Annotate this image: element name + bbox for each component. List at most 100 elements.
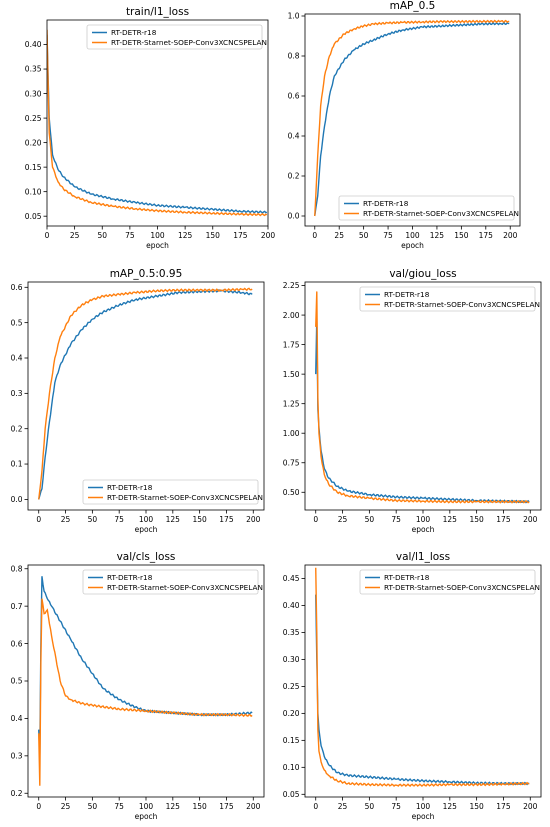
y-tick-label: 0.4 bbox=[11, 354, 23, 363]
y-tick-label: 0.35 bbox=[25, 65, 42, 74]
plot-frame bbox=[304, 564, 542, 798]
y-tick-label: 0.35 bbox=[283, 628, 300, 637]
y-tick-label: 2.25 bbox=[283, 281, 300, 290]
x-tick-label: 0 bbox=[45, 231, 50, 240]
legend-box bbox=[86, 24, 263, 50]
x-tick-label: 100 bbox=[139, 515, 154, 524]
x-axis-label: epoch bbox=[412, 525, 435, 534]
x-tick-label: 125 bbox=[443, 515, 458, 524]
plot-frame bbox=[46, 19, 269, 227]
chart-title: mAP_0.5:0.95 bbox=[110, 268, 183, 280]
x-tick-label: 50 bbox=[88, 515, 98, 524]
series-line-rt-detr-starnet bbox=[315, 567, 530, 787]
legend-label: RT-DETR-Starnet-SOEP-Conv3XCNCSPELAN bbox=[107, 583, 263, 592]
chart-panel-5: val/cls_loss 0 25 50 75 100 125 150 175 200 0.2 0.3… bbox=[11, 551, 265, 821]
legend-box bbox=[82, 479, 259, 505]
legend-label: RT-DETR-r18 bbox=[384, 290, 430, 299]
legend-box bbox=[359, 569, 536, 595]
series-line-rt-detr-r18 bbox=[38, 576, 253, 756]
chart-panel-3: mAP_0.5:0.95 0 25 50 75 100 125 150 175 200 0.0 0.1… bbox=[11, 268, 265, 534]
y-tick-label: 0.3 bbox=[11, 389, 23, 398]
x-tick-label: 100 bbox=[416, 802, 431, 811]
x-tick-label: 25 bbox=[70, 231, 80, 240]
x-tick-label: 125 bbox=[166, 802, 181, 811]
y-tick-label: 0.40 bbox=[25, 40, 42, 49]
x-axis-label: epoch bbox=[135, 812, 158, 821]
x-tick-label: 175 bbox=[219, 802, 234, 811]
x-tick-label: 100 bbox=[416, 515, 431, 524]
x-tick-label: 175 bbox=[496, 515, 511, 524]
chart-panel-4: val/giou_loss 0 25 50 75 100 125 150 175 200 0.50 0… bbox=[283, 268, 542, 534]
chart-panel-2: mAP_0.5 0 25 50 75 100 125 150 175 200 0.0 0.2 0.4 0.… bbox=[288, 0, 521, 250]
x-tick-label: 200 bbox=[503, 231, 518, 240]
y-tick-label: 0.0 bbox=[11, 495, 23, 504]
y-tick-label: 0.20 bbox=[283, 709, 300, 718]
legend: RT-DETR-r18RT-DETR-Starnet-SOEP-Conv3XCN… bbox=[338, 195, 519, 221]
x-tick-label: 175 bbox=[219, 515, 234, 524]
x-tick-label: 0 bbox=[36, 802, 41, 811]
y-tick-label: 0.25 bbox=[25, 114, 42, 123]
legend: RT-DETR-r18RT-DETR-Starnet-SOEP-Conv3XCN… bbox=[82, 479, 263, 505]
y-tick-label: 0.75 bbox=[283, 458, 300, 467]
x-tick-label: 25 bbox=[61, 802, 71, 811]
y-tick-label: 0.3 bbox=[11, 752, 23, 761]
x-tick-label: 125 bbox=[430, 231, 445, 240]
chart-title: val/giou_loss bbox=[389, 268, 456, 280]
y-tick-label: 0.7 bbox=[11, 602, 23, 611]
legend-label: RT-DETR-Starnet-SOEP-Conv3XCNCSPELAN bbox=[363, 209, 519, 218]
y-tick-label: 0.20 bbox=[25, 138, 42, 147]
legend-label: RT-DETR-Starnet-SOEP-Conv3XCNCSPELAN bbox=[384, 300, 540, 309]
legend-label: RT-DETR-r18 bbox=[363, 199, 409, 208]
y-tick-label: 0.10 bbox=[283, 763, 300, 772]
x-tick-label: 50 bbox=[365, 515, 375, 524]
y-tick-label: 1.0 bbox=[288, 12, 300, 21]
y-tick-label: 1.00 bbox=[283, 429, 300, 438]
x-tick-label: 75 bbox=[125, 231, 135, 240]
series-line-rt-detr-starnet bbox=[314, 19, 510, 217]
legend: RT-DETR-r18RT-DETR-Starnet-SOEP-Conv3XCN… bbox=[359, 286, 540, 312]
chart-panel-1: train/l1_loss 0 25 50 75 100 125 150 175 200 0.05 0… bbox=[25, 6, 276, 250]
plot-frame bbox=[27, 281, 265, 511]
x-tick-label: 50 bbox=[365, 802, 375, 811]
y-tick-label: 0.05 bbox=[283, 790, 300, 799]
series-line-rt-detr-starnet bbox=[38, 287, 253, 500]
x-tick-label: 200 bbox=[523, 515, 538, 524]
legend-label: RT-DETR-Starnet-SOEP-Conv3XCNCSPELAN bbox=[384, 583, 540, 592]
y-tick-label: 0.45 bbox=[283, 574, 300, 583]
y-tick-label: 0.4 bbox=[288, 132, 300, 141]
y-tick-label: 0.5 bbox=[11, 677, 23, 686]
x-tick-label: 0 bbox=[312, 231, 317, 240]
series-line-rt-detr-r18 bbox=[314, 21, 510, 217]
y-tick-label: 0.6 bbox=[11, 283, 23, 292]
y-tick-label: 0.15 bbox=[25, 163, 42, 172]
y-tick-label: 0.40 bbox=[283, 601, 300, 610]
x-axis-label: epoch bbox=[401, 241, 424, 250]
series-line-rt-detr-r18 bbox=[315, 594, 530, 786]
x-tick-label: 200 bbox=[246, 802, 261, 811]
x-tick-label: 200 bbox=[261, 231, 276, 240]
series-line-rt-detr-starnet bbox=[47, 29, 268, 217]
x-tick-label: 75 bbox=[114, 515, 124, 524]
y-tick-label: 1.25 bbox=[283, 399, 300, 408]
series-line-rt-detr-r18 bbox=[47, 34, 268, 214]
series-line-rt-detr-r18 bbox=[38, 289, 253, 500]
x-tick-label: 25 bbox=[334, 231, 344, 240]
legend-label: RT-DETR-r18 bbox=[107, 483, 153, 492]
x-tick-label: 50 bbox=[88, 802, 98, 811]
legend-label: RT-DETR-Starnet-SOEP-Conv3XCNCSPELAN bbox=[111, 38, 267, 47]
y-tick-label: 0.2 bbox=[11, 789, 23, 798]
x-tick-label: 175 bbox=[496, 802, 511, 811]
series-line-rt-detr-r18 bbox=[315, 317, 530, 504]
x-tick-label: 100 bbox=[405, 231, 420, 240]
y-tick-label: 0.2 bbox=[11, 424, 23, 433]
y-tick-label: 0.4 bbox=[11, 714, 23, 723]
chart-title: mAP_0.5 bbox=[390, 0, 436, 12]
y-tick-label: 2.00 bbox=[283, 311, 300, 320]
legend: RT-DETR-r18RT-DETR-Starnet-SOEP-Conv3XCN… bbox=[86, 24, 267, 50]
x-tick-label: 0 bbox=[36, 515, 41, 524]
y-tick-label: 0.6 bbox=[11, 639, 23, 648]
legend-box bbox=[338, 195, 515, 221]
y-tick-label: 0.8 bbox=[288, 52, 300, 61]
x-tick-label: 150 bbox=[469, 515, 484, 524]
x-tick-label: 125 bbox=[178, 231, 193, 240]
